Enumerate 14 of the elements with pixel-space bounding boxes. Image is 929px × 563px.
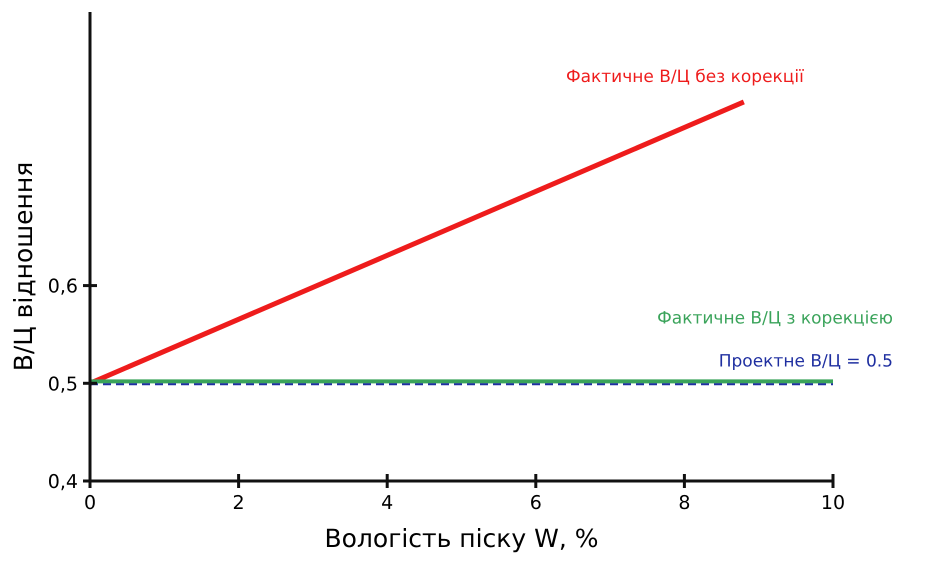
x-tick-label: 2 — [232, 492, 245, 514]
y-tick-label: 0,6 — [48, 276, 78, 298]
x-tick-label: 6 — [530, 492, 542, 514]
x-tick-label: 4 — [381, 492, 394, 514]
y-tick-label: 0,4 — [48, 471, 78, 493]
x-tick-label: 8 — [678, 492, 690, 514]
x-tick-label: 0 — [84, 492, 96, 514]
y-tick-label: 0,5 — [48, 373, 78, 396]
series-label: Проектне В/Ц = 0.5 — [718, 351, 893, 372]
text: Фактичне В/Ц без корекції — [566, 66, 804, 87]
x-tick-label: 10 — [820, 492, 846, 514]
y-axis-title: В/Ц відношення — [9, 162, 38, 372]
text: Фактичне В/Ц з корекцією — [657, 308, 893, 328]
x-axis-title: Вологість піску W, % — [324, 524, 599, 553]
